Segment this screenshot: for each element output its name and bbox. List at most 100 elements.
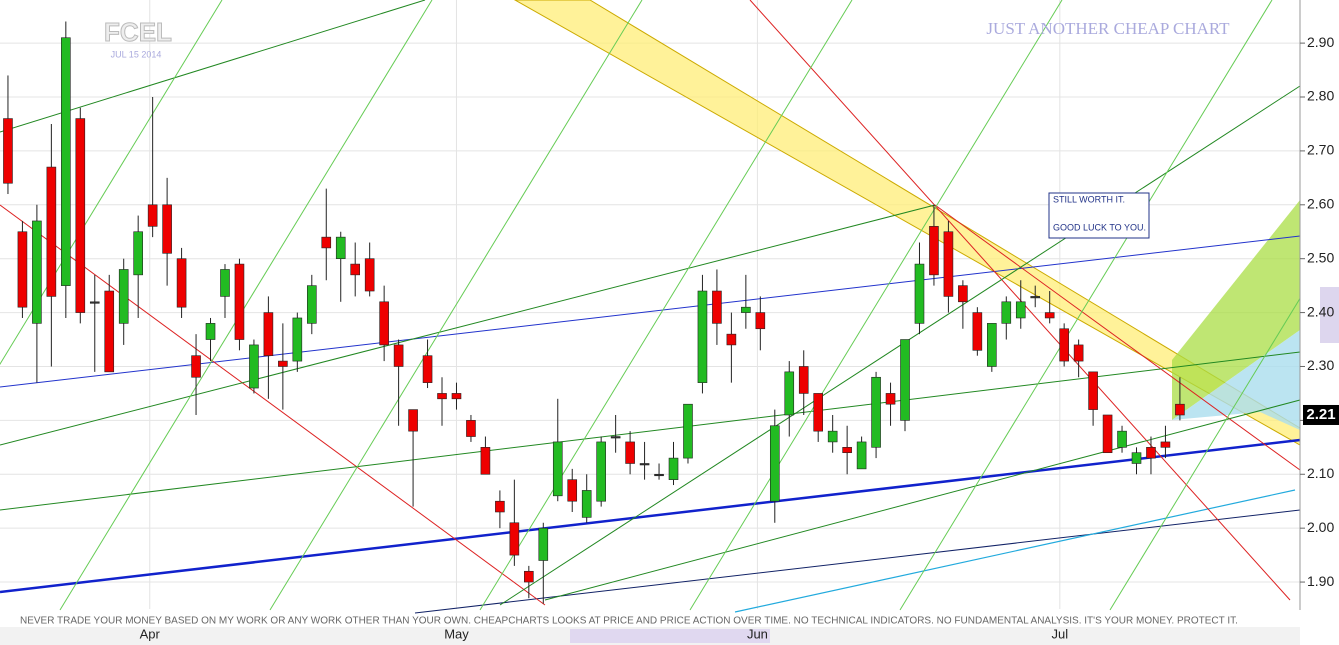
candle-body <box>524 570 534 583</box>
note: GOOD LUCK TO YOU. <box>1053 222 1146 232</box>
banner: JUST ANOTHER CHEAP CHART <box>986 19 1230 38</box>
candle-body <box>104 290 115 373</box>
fan-line <box>479 0 853 611</box>
candle-body <box>610 436 621 439</box>
y-tick-label: 2.50 <box>1307 249 1334 265</box>
y-tick-label: 2.40 <box>1307 303 1334 319</box>
candle-body <box>538 527 549 561</box>
trendline <box>0 235 1301 388</box>
last-price-label: 2.21 <box>1306 406 1335 423</box>
candle-body <box>263 312 274 356</box>
trendline <box>544 399 1301 601</box>
candle-body <box>176 258 187 308</box>
candle-body <box>943 231 954 297</box>
y-tick-label: 2.80 <box>1307 88 1334 104</box>
candle-body <box>1015 301 1026 319</box>
candle-body <box>437 393 447 400</box>
trendline <box>0 204 936 446</box>
candle-body <box>827 430 838 443</box>
scroll-handle[interactable] <box>1320 287 1339 343</box>
trendline <box>734 489 1296 613</box>
date: JUL 15 2014 <box>111 49 162 59</box>
candle-body <box>1131 452 1142 464</box>
candle-body <box>1073 344 1084 362</box>
candle-body <box>480 447 491 475</box>
candle-body <box>726 333 737 346</box>
candle-body <box>900 339 910 421</box>
candle-body <box>364 258 375 292</box>
candle-body <box>249 344 259 389</box>
candle-body <box>495 500 505 513</box>
candle-body <box>741 306 751 313</box>
candle-body <box>1030 296 1041 299</box>
candle-body <box>885 393 896 405</box>
candle-body <box>292 317 303 362</box>
trendline <box>0 351 1301 511</box>
candle-body <box>205 323 216 340</box>
candle-body <box>1059 328 1069 362</box>
candle-body <box>408 409 418 432</box>
x-tick-label: May <box>444 626 469 641</box>
candle-body <box>567 479 578 502</box>
candle-body <box>1001 301 1012 324</box>
candle-body <box>350 263 361 276</box>
note: STILL WORTH IT. <box>1053 194 1125 204</box>
candle-body <box>17 231 28 308</box>
fan-line <box>1109 233 1339 611</box>
candle-body <box>958 285 968 303</box>
candle-body <box>1175 403 1185 416</box>
y-tick-label: 2.30 <box>1307 357 1334 373</box>
ticker: FCEL <box>104 17 172 47</box>
note-box <box>1048 192 1150 239</box>
candle-body <box>321 236 332 249</box>
scrollbar[interactable] <box>570 629 770 643</box>
green-band <box>1172 200 1300 420</box>
candle-body <box>668 457 679 480</box>
candle-body <box>596 441 606 502</box>
candle-body <box>842 447 852 454</box>
candle-body <box>306 285 317 324</box>
x-tick-label: Jul <box>1052 626 1069 641</box>
candle-body <box>856 441 867 470</box>
fan-line <box>59 0 433 611</box>
candle-body <box>1088 371 1098 410</box>
candle-body <box>683 403 693 459</box>
fan-line <box>689 0 1063 611</box>
candle-body <box>220 269 230 297</box>
candle-body <box>784 371 795 416</box>
candle-body <box>393 344 404 367</box>
fan-line <box>899 0 1273 611</box>
candle-body <box>278 360 288 367</box>
candle-body <box>697 290 708 383</box>
candle-body <box>1102 414 1113 454</box>
candle-body <box>133 231 143 276</box>
candle-body <box>639 463 650 466</box>
candle-body <box>3 118 13 184</box>
candle-body <box>422 355 433 383</box>
candle-body <box>914 263 925 324</box>
candle-body <box>929 226 939 276</box>
candle-body <box>625 441 635 464</box>
candle-body <box>234 263 245 340</box>
trendline <box>934 204 1301 471</box>
candle-body <box>581 490 592 518</box>
y-tick-label: 1.90 <box>1307 573 1334 589</box>
candle-body <box>147 204 158 227</box>
candle-body <box>451 393 462 400</box>
candle-body <box>1117 430 1127 448</box>
trendline <box>0 0 426 133</box>
x-tick-label: Jun <box>747 626 768 641</box>
candle-body <box>755 312 766 330</box>
trendline <box>749 0 1291 601</box>
candle-body <box>466 420 476 437</box>
candle-body <box>89 301 100 304</box>
candle-body <box>191 355 201 378</box>
candle-body <box>32 220 42 324</box>
y-tick-label: 2.70 <box>1307 142 1334 158</box>
y-tick-label: 2.00 <box>1307 519 1334 535</box>
x-tick-label: Apr <box>140 626 161 641</box>
candle-body <box>75 118 86 313</box>
disclaimer: NEVER TRADE YOUR MONEY BASED ON MY WORK … <box>20 616 1238 627</box>
last-price-box <box>1303 404 1339 425</box>
